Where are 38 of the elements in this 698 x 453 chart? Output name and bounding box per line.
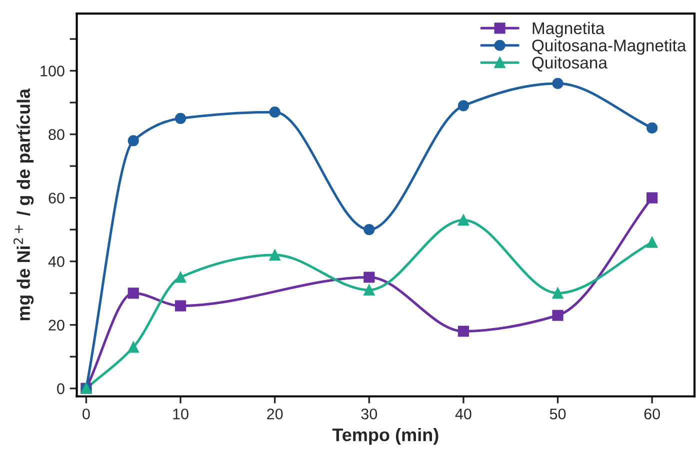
x-tick-label: 0	[82, 408, 90, 420]
point	[128, 342, 139, 353]
x-axis-title: Tempo (min)	[332, 428, 438, 445]
legend-label: Magnetita	[532, 22, 605, 38]
y-tick-label: 20	[48, 320, 64, 331]
point	[128, 135, 139, 146]
point	[458, 214, 470, 226]
point	[552, 310, 564, 321]
point	[128, 288, 139, 299]
x-tick-label: 20	[267, 408, 283, 420]
point	[174, 112, 186, 124]
legend-label: Quitosana-Magnetita	[532, 39, 686, 55]
y-tick-label: 40	[48, 256, 64, 268]
y-tick-label: 0	[57, 383, 64, 394]
y-axis-title: mg de Ni$^{2+}$ / g de partícula	[14, 88, 34, 320]
point	[174, 272, 186, 283]
point	[364, 284, 375, 296]
point	[269, 106, 280, 118]
point	[552, 288, 564, 299]
legend-label: Quitosana	[532, 56, 608, 72]
point	[269, 249, 280, 261]
x-tick-label: 60	[644, 408, 660, 420]
x-tick-label: 10	[173, 408, 188, 420]
x-tick-label: 40	[455, 408, 472, 420]
point	[364, 272, 375, 283]
y-tick-label: 100	[40, 66, 64, 76]
point	[458, 326, 470, 337]
point	[646, 236, 658, 248]
point	[174, 300, 186, 312]
y-tick-label: 80	[48, 129, 64, 140]
point	[552, 78, 564, 90]
point	[364, 224, 375, 236]
point	[646, 192, 658, 204]
x-tick-label: 30	[361, 408, 378, 420]
y-tick-label: 60	[48, 192, 64, 204]
x-tick-label: 50	[550, 408, 566, 420]
point	[458, 100, 470, 112]
point	[646, 122, 658, 134]
